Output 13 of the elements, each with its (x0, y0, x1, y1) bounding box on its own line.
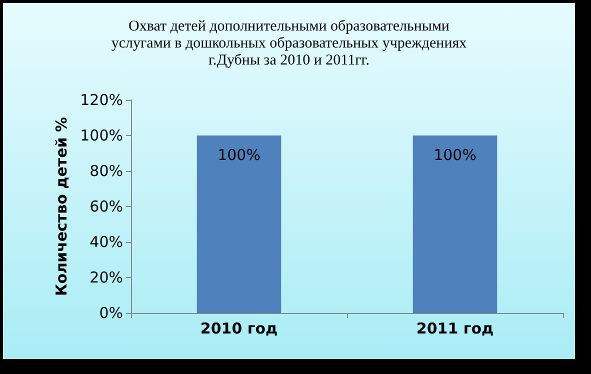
y-tick-label: 120% (80, 91, 123, 109)
x-tick-label: 2010 год (200, 320, 278, 338)
y-axis-title: Количество детей % (52, 116, 70, 296)
y-tick-label: 60% (90, 198, 123, 216)
y-tick-label: 100% (80, 126, 123, 144)
data-label: 100% (434, 146, 476, 164)
chart-title: Охват детей дополнительными образовательными услугами в дошкольных образовательных учреждениях г.Дубны за 2010 и 2011гг. (111, 18, 468, 68)
data-label: 100% (218, 146, 260, 164)
y-tick-label: 20% (90, 268, 123, 286)
y-tick-label: 80% (90, 162, 123, 180)
y-tick-label: 40% (90, 233, 123, 251)
x-tick-label: 2011 год (416, 320, 494, 338)
y-tick-label: 0% (99, 304, 123, 322)
